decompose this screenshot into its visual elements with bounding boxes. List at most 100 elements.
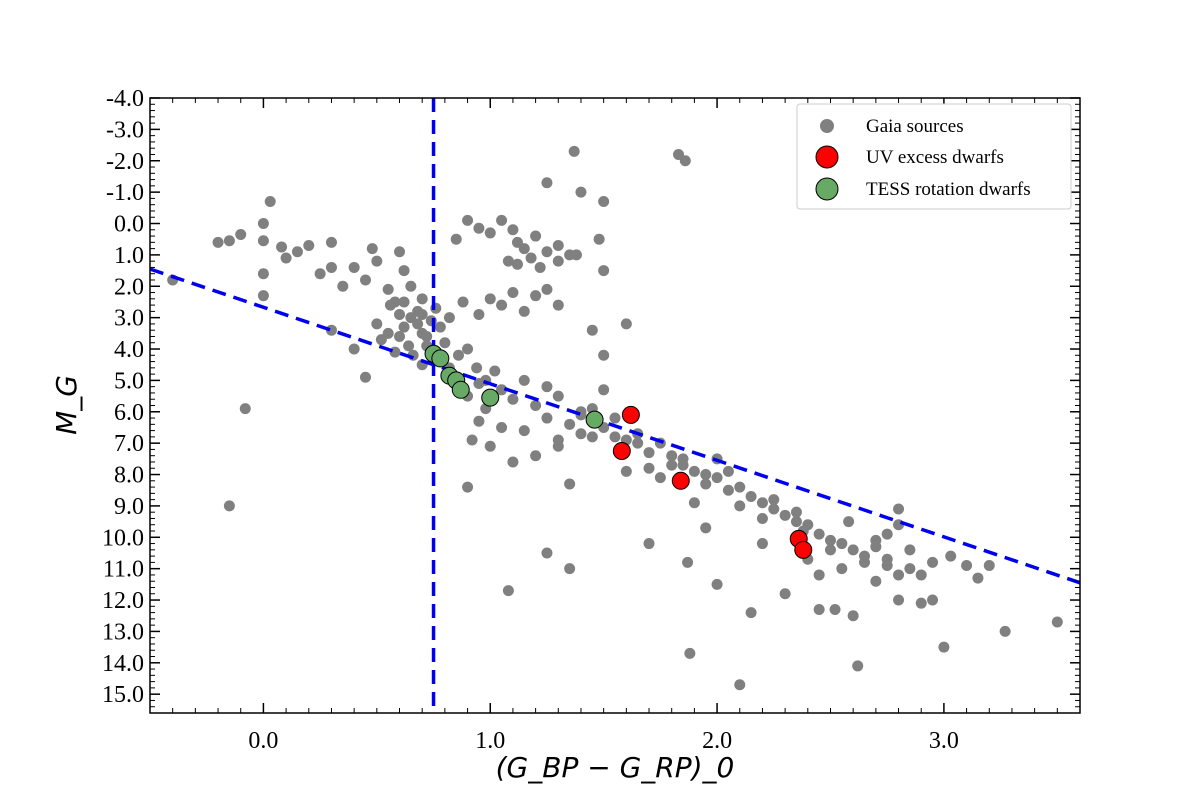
gaia-point — [598, 384, 610, 396]
tess-dwarf-point — [431, 349, 450, 368]
y-tick-label: 14.0 — [102, 651, 144, 677]
x-tick-label: 1.0 — [475, 728, 505, 754]
gaia-point — [384, 299, 396, 311]
gaia-point — [711, 578, 723, 590]
gaia-point — [684, 647, 696, 659]
gaia-point — [779, 588, 791, 600]
gaia-point — [257, 235, 269, 247]
uv-dwarf-point — [794, 540, 813, 559]
gaia-point — [813, 603, 825, 615]
gaia-point — [443, 312, 455, 324]
gaia-point — [779, 509, 791, 521]
gaia-point — [802, 519, 814, 531]
y-tick-label: 0.0 — [114, 212, 144, 238]
gaia-point — [462, 481, 474, 493]
gaia-point — [264, 196, 276, 208]
gaia-point — [473, 309, 485, 321]
gaia-point — [829, 603, 841, 615]
gaia-point — [466, 434, 478, 446]
gaia-point — [843, 516, 855, 528]
gaia-point — [745, 490, 757, 502]
gaia-point — [484, 293, 496, 305]
gaia-point — [813, 528, 825, 540]
gaia-point — [677, 453, 689, 465]
gaia-point — [927, 556, 939, 568]
gaia-point — [291, 246, 303, 258]
gaia-point — [496, 384, 508, 396]
legend-marker-gaia — [820, 119, 834, 133]
gaia-point — [502, 585, 514, 597]
gaia-point — [462, 343, 474, 355]
gaia-point — [790, 516, 802, 528]
gaia-point — [394, 330, 406, 342]
gaia-point — [450, 233, 462, 245]
gaia-point — [938, 641, 950, 653]
gaia-point — [768, 494, 780, 506]
gaia-point — [836, 563, 848, 575]
gaia-point — [915, 569, 927, 581]
gaia-point — [257, 290, 269, 302]
tess-dwarf-point — [451, 380, 470, 399]
x-axis-title: (G_BP − G_RP)_0 — [496, 751, 735, 784]
x-tick-label: 3.0 — [929, 728, 959, 754]
gaia-point — [768, 503, 780, 515]
gaia-point — [570, 249, 582, 261]
gaia-point — [859, 550, 871, 562]
gaia-point — [303, 239, 315, 251]
gaia-point — [700, 522, 712, 534]
gaia-point — [632, 437, 644, 449]
gaia-point — [518, 243, 530, 255]
gaia-point — [983, 560, 995, 572]
legend-box — [796, 103, 1072, 210]
gaia-point — [405, 280, 417, 292]
gaia-point — [507, 287, 519, 299]
gaia-point — [276, 241, 288, 253]
gaia-point — [700, 478, 712, 490]
y-tick-label: 13.0 — [102, 619, 144, 645]
gaia-point — [643, 538, 655, 550]
gaia-point — [416, 293, 428, 305]
gaia-point — [756, 512, 768, 524]
gaia-point — [382, 283, 394, 295]
gaia-point — [496, 421, 508, 433]
gaia-point — [756, 497, 768, 509]
legend: Gaia sources UV excess dwarfs TESS rotat… — [796, 103, 1072, 210]
y-tick-label: -4.0 — [106, 86, 144, 112]
gaia-point — [473, 378, 485, 390]
x-tick-label: 2.0 — [702, 728, 732, 754]
y-tick-label: -1.0 — [106, 180, 144, 206]
y-tick-label: 7.0 — [114, 431, 144, 457]
gaia-point — [824, 544, 836, 556]
uv-dwarf-point — [612, 441, 631, 460]
gaia-point — [403, 340, 415, 352]
gaia-point — [371, 318, 383, 330]
gaia-point — [893, 594, 905, 606]
gaia-point — [502, 255, 514, 267]
gaia-point — [575, 186, 587, 198]
gaia-point — [541, 246, 553, 258]
gaia-point — [688, 497, 700, 509]
gaia-point — [598, 196, 610, 208]
gaia-point — [325, 324, 337, 336]
legend-label-tess: TESS rotation dwarfs — [866, 179, 1031, 200]
gaia-point — [325, 261, 337, 273]
gaia-point — [552, 390, 564, 402]
gaia-point — [643, 462, 655, 474]
gaia-point — [337, 280, 349, 292]
gaia-point — [564, 563, 576, 575]
tess-dwarf-point — [585, 410, 604, 429]
gaia-point — [568, 145, 580, 157]
y-axis-title: M_G — [50, 375, 83, 435]
gaia-point — [745, 607, 757, 619]
gaia-point — [530, 230, 542, 242]
gaia-point — [904, 563, 916, 575]
gaia-point — [586, 324, 598, 336]
gaia-point — [394, 309, 406, 321]
y-tick-label: 12.0 — [102, 588, 144, 614]
gaia-point — [682, 556, 694, 568]
gaia-point — [961, 560, 973, 572]
gaia-point — [541, 412, 553, 424]
gaia-point — [473, 222, 485, 234]
gaia-point — [654, 472, 666, 484]
gaia-point — [398, 265, 410, 277]
